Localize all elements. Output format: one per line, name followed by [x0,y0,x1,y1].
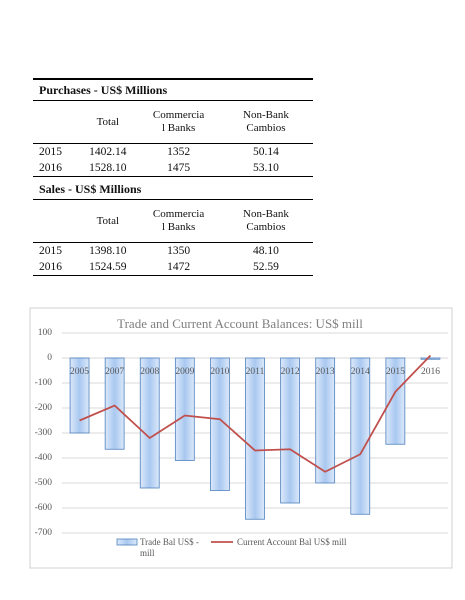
header-cell: Non-Bank Cambios [219,101,313,144]
bar [350,357,371,515]
x-tick-label: 2009 [175,367,194,377]
x-tick-label: 2012 [281,367,300,377]
x-tick-label: 2016 [421,367,440,377]
sales-table: Sales - US$ Millions Total Commercial Bank… [33,179,313,276]
title-row: Purchases - US$ Millions [33,79,313,101]
chart-title: Trade and Current Account Balances: US$ … [117,316,363,331]
cell: 2016 [39,162,62,174]
cell: 2016 [39,261,62,273]
title-row: Sales - US$ Millions [33,179,313,200]
data-row: 2015 1398.10 1350 48.10 [33,242,313,259]
data-row: 2015 1402.14 1352 50.14 [33,143,313,160]
cell: 1402.14 [77,143,139,160]
x-tick-label: 2010 [210,367,229,377]
y-tick-label: -700 [35,528,53,538]
x-tick-label: 2014 [351,367,370,377]
bar [420,357,441,360]
cell: 50.14 [218,143,313,160]
cell: 1524.59 [89,261,127,273]
header-row: Total Commercial Banks Non-Bank Cambios [33,101,313,144]
y-tick-label: -600 [35,503,53,513]
header-text: Commercial Banks [152,109,205,134]
header-text: Non-Bank Cambios [243,208,289,233]
bar [245,357,265,520]
table-title: Purchases - US$ Millions [33,79,313,101]
cell: 1350 [138,242,219,259]
bar [315,357,336,484]
x-tick-label: 2011 [246,367,265,377]
header-text: Total [96,115,120,128]
data-row: 2016 1528.10 1475 53.10 [33,160,313,177]
cell: 52.59 [253,261,279,273]
header-cell: Commercial Banks [138,101,219,144]
cell: 53.10 [253,162,279,174]
legend-label: Current Account Bal US$ mill [237,537,347,547]
y-tick-label: -200 [35,403,53,413]
data-row: 2016 1524.59 1472 52.59 [33,259,313,276]
header-text: Non-Bank Cambios [243,109,289,134]
y-tick-label: -500 [35,478,53,488]
header-cell: Total [77,200,138,243]
x-tick-label: 2013 [316,367,335,377]
purchases-table: Purchases - US$ Millions Total Commercial … [33,78,313,177]
y-tick-label: 100 [38,328,53,338]
header-row: Total Commercial Banks Non-Bank Cambios [33,200,313,243]
cell: 1528.10 [89,162,127,174]
legend-label: Trade Bal US$ - mill [140,537,199,558]
header-cell: Commercial Banks [138,200,219,243]
x-tick-label: 2005 [70,367,89,377]
y-tick-label: -300 [35,428,53,438]
header-text: Commercial Banks [152,208,205,233]
cell: 1472 [167,261,191,273]
cell: 2015 [33,143,78,160]
cell: 48.10 [218,242,313,259]
cell: 2015 [33,242,78,259]
bar [69,357,90,434]
x-tick-label: 2008 [140,367,159,377]
cell: 1475 [167,162,191,174]
table-title: Sales - US$ Millions [33,179,313,200]
cell: 1398.10 [77,242,139,259]
bar [104,357,125,450]
bar [139,357,160,489]
chart-frame [29,307,453,569]
bar [174,357,195,461]
header-cell: Total [77,101,138,144]
y-tick-label: -100 [35,378,53,388]
bar [280,357,300,504]
y-tick-label: 0 [47,353,52,363]
cell: 1352 [138,143,219,160]
y-tick-label: -400 [35,453,53,463]
header-text: Total [96,214,120,227]
bar [210,357,230,491]
x-tick-label: 2015 [386,367,405,377]
legend-swatch [116,538,138,546]
header-cell: Non-Bank Cambios [219,200,313,243]
line [79,354,432,473]
x-tick-label: 2007 [105,367,124,377]
bar [385,357,406,445]
